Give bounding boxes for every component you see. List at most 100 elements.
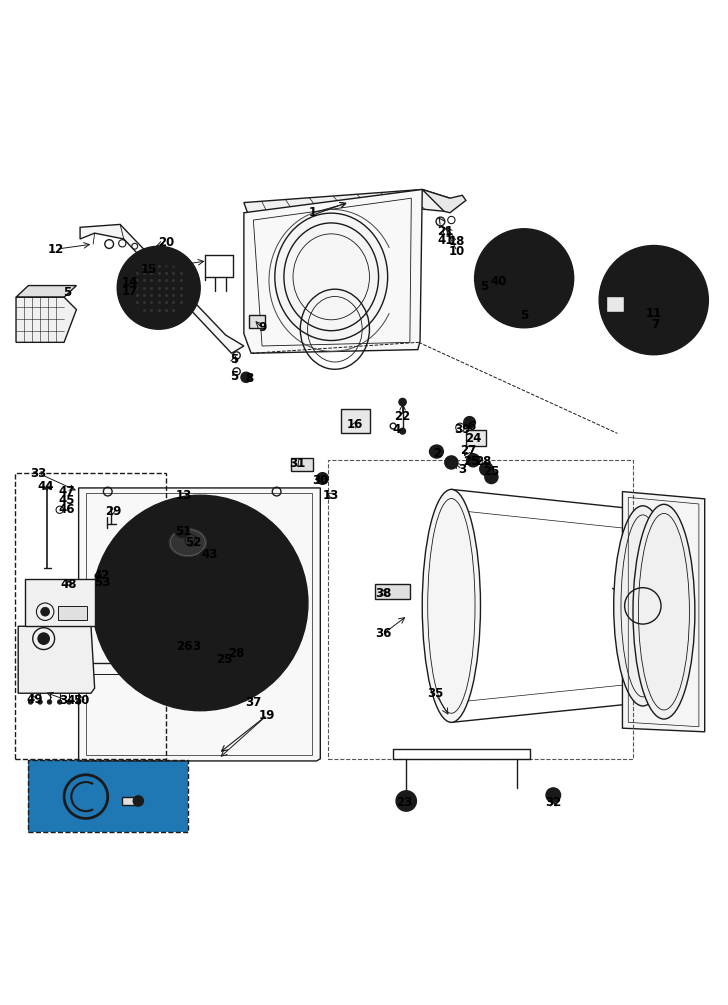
Circle shape xyxy=(38,699,42,705)
Circle shape xyxy=(430,445,443,458)
Polygon shape xyxy=(79,488,320,761)
Ellipse shape xyxy=(275,213,388,341)
Text: 14: 14 xyxy=(122,276,138,289)
Text: 20: 20 xyxy=(158,236,174,249)
Circle shape xyxy=(467,453,480,467)
Circle shape xyxy=(182,680,189,688)
Text: 44: 44 xyxy=(38,480,54,493)
Text: 11: 11 xyxy=(646,307,662,320)
Circle shape xyxy=(483,466,489,472)
Circle shape xyxy=(157,677,164,684)
Circle shape xyxy=(445,456,458,469)
Circle shape xyxy=(399,398,406,406)
Text: 21: 21 xyxy=(438,225,454,238)
Circle shape xyxy=(76,699,81,705)
Text: 5: 5 xyxy=(63,286,71,299)
Circle shape xyxy=(28,699,33,705)
Circle shape xyxy=(515,269,533,287)
Bar xyxy=(375,584,410,599)
Circle shape xyxy=(132,661,147,675)
Text: 25: 25 xyxy=(483,464,499,477)
Circle shape xyxy=(464,417,475,428)
Text: 23: 23 xyxy=(396,796,412,809)
Text: 43: 43 xyxy=(202,549,218,562)
Ellipse shape xyxy=(167,528,208,558)
Bar xyxy=(28,760,188,831)
Circle shape xyxy=(47,699,52,705)
Bar xyxy=(249,315,265,328)
Text: 3: 3 xyxy=(192,640,201,653)
Circle shape xyxy=(204,671,218,686)
Text: 18: 18 xyxy=(449,235,465,248)
Ellipse shape xyxy=(633,505,695,720)
Circle shape xyxy=(133,796,143,806)
Text: 52: 52 xyxy=(185,536,201,549)
Circle shape xyxy=(153,673,167,688)
Polygon shape xyxy=(16,297,76,343)
Circle shape xyxy=(198,548,224,574)
Circle shape xyxy=(102,567,114,579)
Text: 39: 39 xyxy=(454,423,470,436)
Text: 32: 32 xyxy=(545,796,561,809)
Text: 13: 13 xyxy=(176,488,192,501)
Polygon shape xyxy=(422,190,466,213)
Text: 5: 5 xyxy=(230,353,239,366)
Circle shape xyxy=(67,699,71,705)
Text: 46: 46 xyxy=(59,504,75,517)
Text: 19: 19 xyxy=(259,709,275,722)
Ellipse shape xyxy=(422,489,480,723)
Circle shape xyxy=(480,462,493,475)
Circle shape xyxy=(470,457,476,463)
Circle shape xyxy=(475,229,574,328)
Circle shape xyxy=(434,448,440,454)
Polygon shape xyxy=(244,190,422,354)
Circle shape xyxy=(400,428,405,434)
Circle shape xyxy=(178,677,193,691)
Bar xyxy=(28,760,188,831)
Text: 10: 10 xyxy=(449,245,465,258)
Circle shape xyxy=(222,662,229,670)
Circle shape xyxy=(448,459,454,465)
Text: 45: 45 xyxy=(59,493,75,507)
Text: 50: 50 xyxy=(74,694,90,707)
Bar xyxy=(291,458,313,471)
Circle shape xyxy=(207,675,215,682)
Text: 22: 22 xyxy=(395,410,411,423)
Text: 48: 48 xyxy=(61,578,77,591)
Text: 28: 28 xyxy=(475,455,491,468)
Text: 41: 41 xyxy=(438,234,454,247)
Circle shape xyxy=(241,372,251,382)
Text: 12: 12 xyxy=(48,242,64,255)
Text: 15: 15 xyxy=(141,263,157,276)
Text: 7: 7 xyxy=(651,318,660,331)
Circle shape xyxy=(41,607,50,616)
Ellipse shape xyxy=(614,506,672,706)
Bar xyxy=(606,295,624,312)
Text: 24: 24 xyxy=(465,432,481,445)
Polygon shape xyxy=(80,224,244,354)
Text: 40: 40 xyxy=(491,275,507,288)
Text: 30: 30 xyxy=(312,474,328,487)
Circle shape xyxy=(117,246,200,330)
Bar xyxy=(25,579,95,626)
Text: 17: 17 xyxy=(122,284,138,297)
Text: 33: 33 xyxy=(31,467,47,479)
Bar xyxy=(15,472,166,759)
Circle shape xyxy=(599,245,708,355)
Text: 2: 2 xyxy=(432,447,441,460)
Text: 37: 37 xyxy=(245,696,261,710)
Polygon shape xyxy=(18,626,95,693)
Text: 13: 13 xyxy=(323,488,339,501)
Circle shape xyxy=(237,655,244,662)
Text: 26: 26 xyxy=(176,640,192,653)
Text: 25: 25 xyxy=(216,652,232,665)
Bar xyxy=(122,797,138,805)
Text: 28: 28 xyxy=(229,646,245,659)
Circle shape xyxy=(175,523,189,538)
Text: 9: 9 xyxy=(258,322,266,335)
Bar xyxy=(466,430,486,445)
Text: 36: 36 xyxy=(376,627,392,640)
Text: 5: 5 xyxy=(520,309,529,322)
Polygon shape xyxy=(244,190,450,213)
Text: 35: 35 xyxy=(427,686,443,699)
